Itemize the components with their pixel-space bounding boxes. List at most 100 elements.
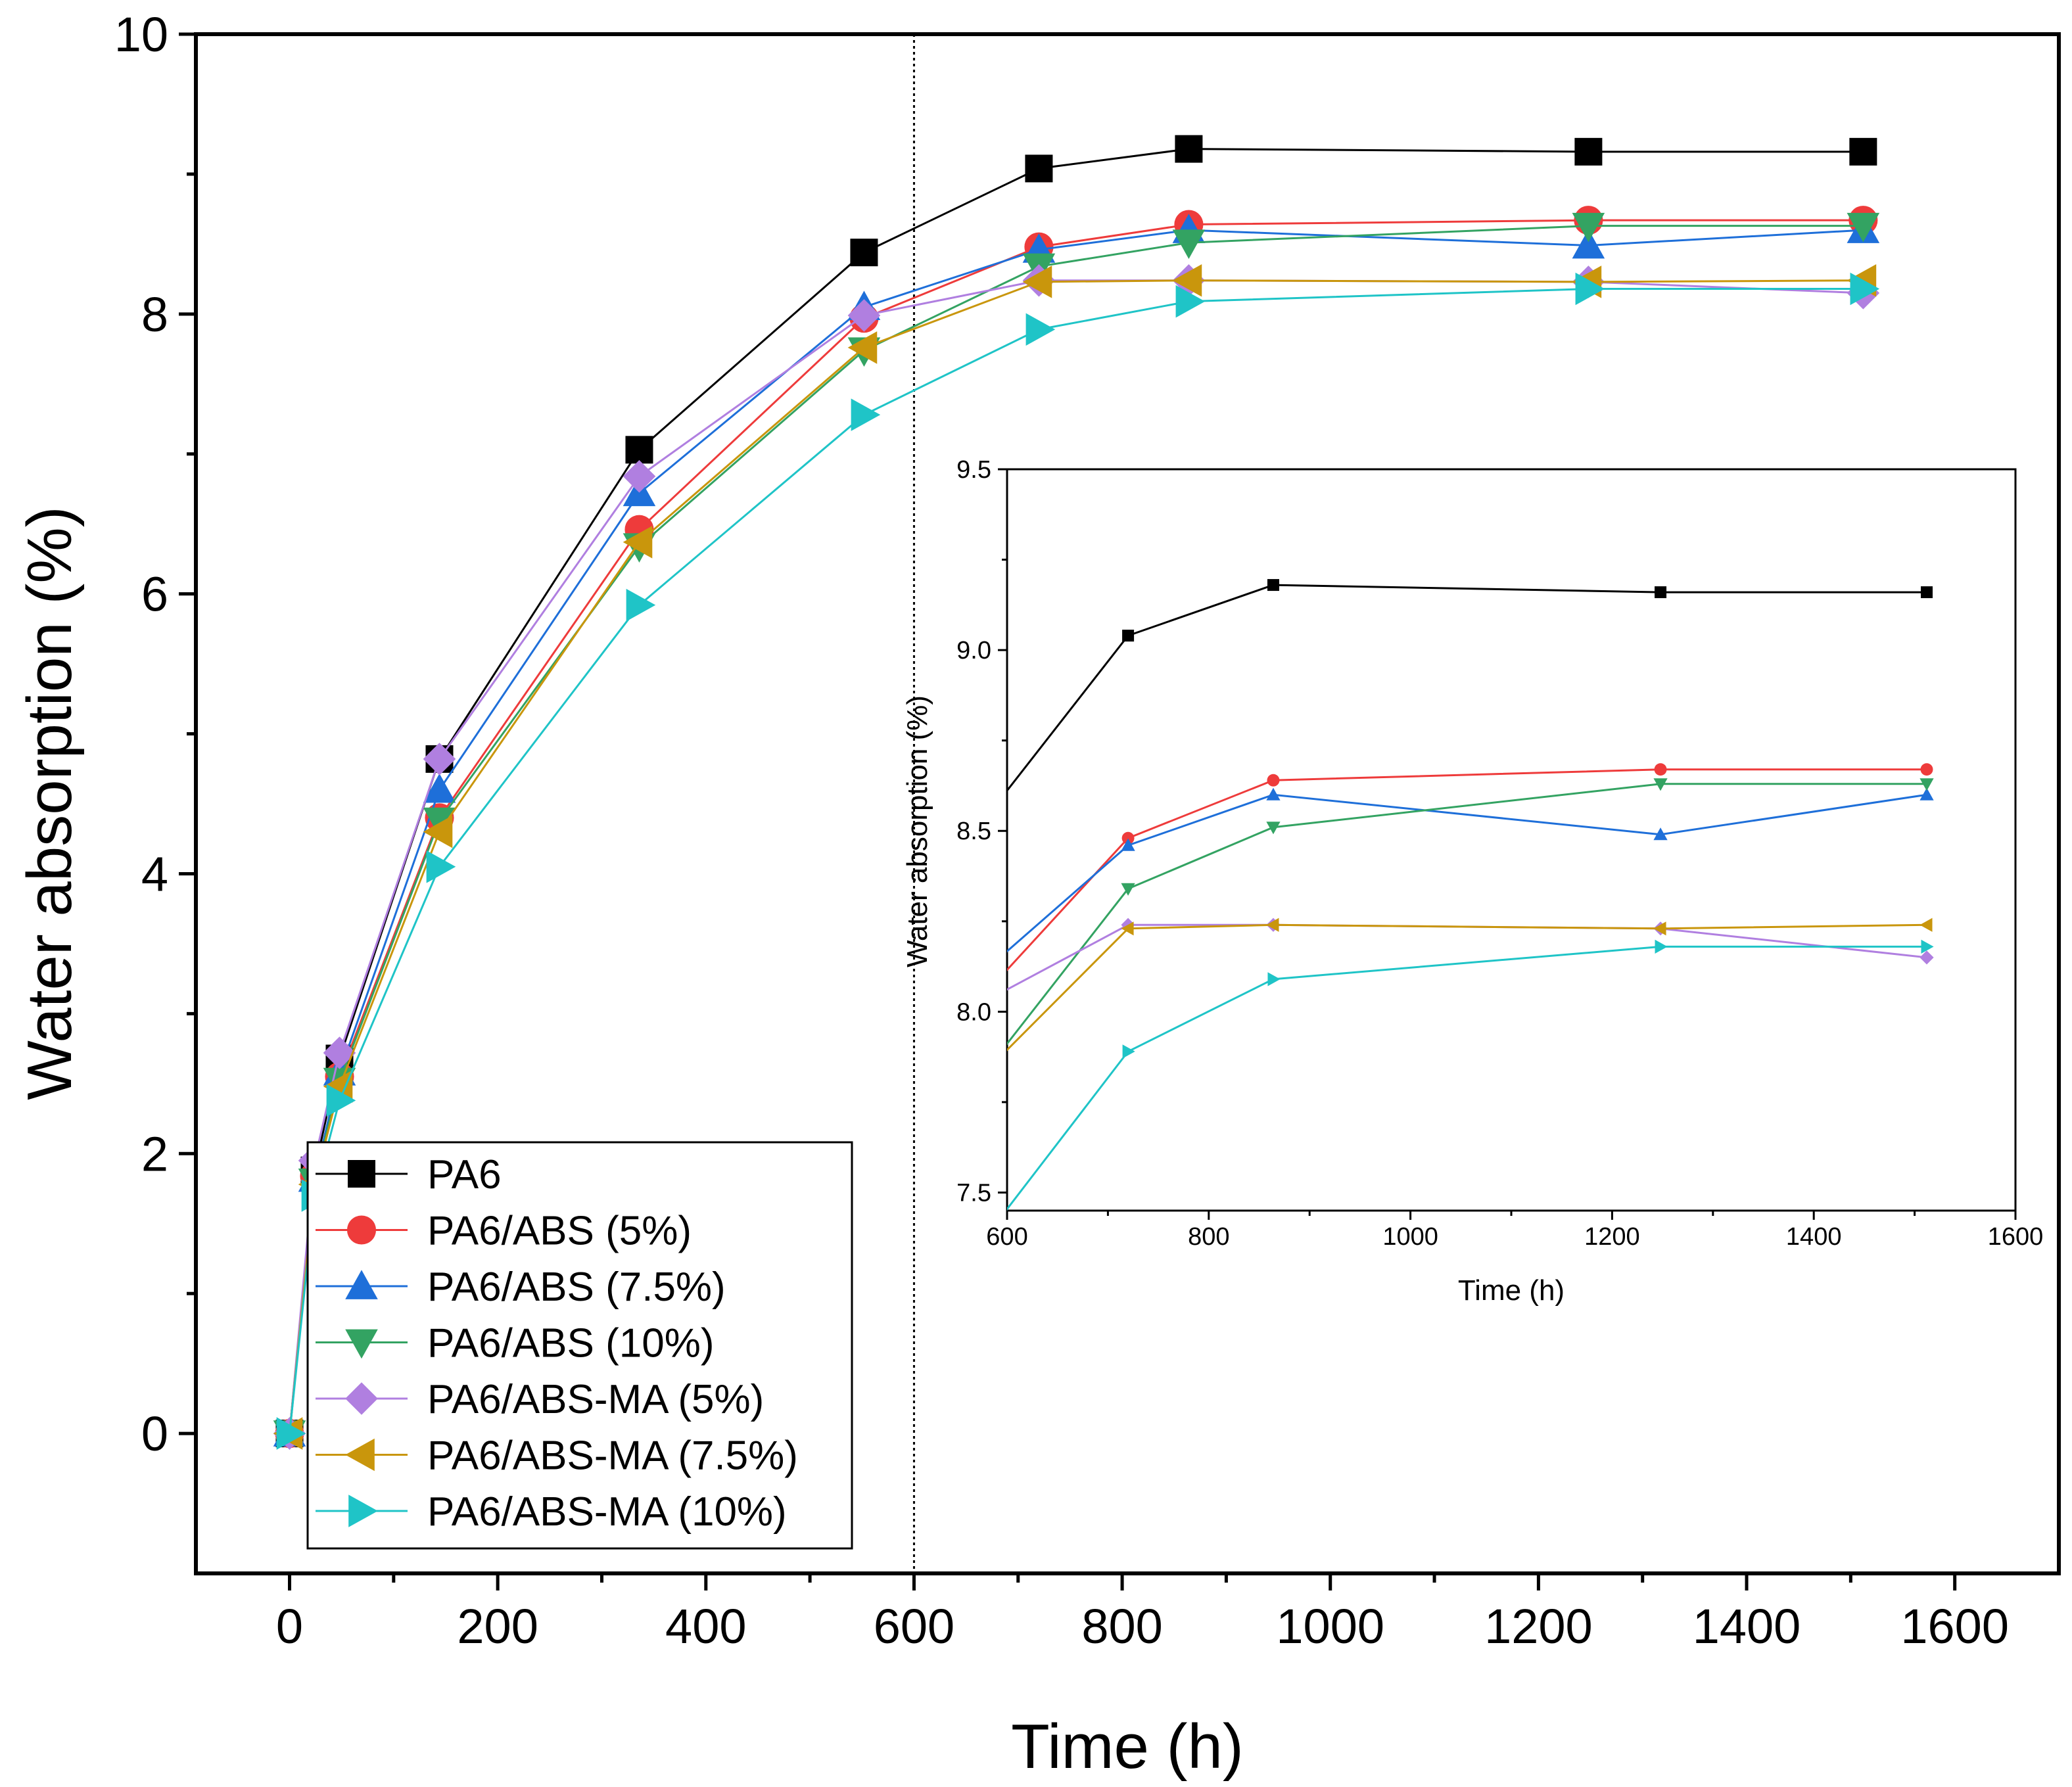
x-tick-label: 1200 [1584, 1223, 1640, 1251]
y-tick-label: 8 [141, 287, 168, 342]
data-point [1172, 264, 1202, 297]
y-tick-label: 2 [141, 1126, 168, 1181]
series-pa6-abs-ma-7-5 [1007, 917, 1933, 1052]
data-point [851, 398, 881, 431]
inset-plot-frame [1006, 468, 2017, 1212]
data-point [423, 815, 453, 848]
series-pa6-abs-5 [1007, 763, 1933, 971]
data-point [426, 850, 456, 883]
x-tick-label: 1400 [1786, 1223, 1842, 1251]
data-point [1267, 774, 1280, 787]
data-point [1266, 822, 1281, 835]
data-point [1572, 229, 1605, 259]
data-point [1653, 921, 1666, 936]
data-point [1022, 266, 1052, 298]
x-tick-label: 400 [665, 1599, 746, 1654]
x-tick-label: 1000 [1382, 1223, 1438, 1251]
data-point [1654, 763, 1667, 776]
data-point [1574, 137, 1603, 166]
data-point [1919, 787, 1934, 801]
legend-marker [346, 1215, 377, 1245]
y-tick-label: 10 [114, 7, 168, 62]
x-tick-label: 600 [986, 1223, 1027, 1251]
data-point [1266, 917, 1279, 932]
data-point [423, 807, 456, 837]
y-tick-label: 8.5 [956, 818, 991, 845]
legend-label: PA6 [427, 1152, 502, 1197]
data-point [1025, 313, 1056, 346]
data-point [1849, 137, 1877, 166]
x-tick-label: 1600 [1988, 1223, 2044, 1251]
data-point [847, 299, 881, 332]
y-tick-label: 0 [141, 1406, 168, 1461]
data-point [1175, 285, 1206, 318]
x-tick-label: 0 [276, 1599, 303, 1654]
legend-label: PA6/ABS (10%) [427, 1321, 714, 1366]
data-point [1121, 921, 1134, 936]
series-line [288, 225, 1864, 1434]
legend-item: PA6/ABS (10%) [316, 1321, 714, 1366]
data-point [1025, 154, 1053, 183]
data-point [953, 1265, 966, 1279]
series-pa6 [1007, 579, 1933, 793]
legend-marker [345, 1438, 375, 1472]
x-tick-label: 800 [1081, 1599, 1162, 1654]
legend-label: PA6/ABS-MA (10%) [427, 1489, 787, 1535]
main-y-axis-label: Water absorption (%) [14, 506, 85, 1100]
data-point [1121, 838, 1135, 851]
data-point [276, 1417, 306, 1450]
data-point [1267, 972, 1281, 986]
legend-label: PA6/ABS (5%) [427, 1209, 692, 1254]
y-tick-label: 7.5 [956, 1179, 991, 1207]
legend: PA6 PA6/ABS (5%) PA6/ABS (7.5%) PA6/ABS (10… [306, 1141, 853, 1550]
series-line [288, 229, 1864, 1434]
main-plot-frame [194, 32, 2061, 1575]
main-series-group [273, 135, 1880, 1450]
data-point [1122, 630, 1135, 642]
legend-marker [345, 1382, 378, 1415]
data-point [1850, 272, 1880, 306]
x-tick-label: 1600 [1900, 1599, 2009, 1654]
data-point [1921, 939, 1934, 954]
legend-item: PA6/ABS (5%) [316, 1209, 692, 1254]
inset-axis-ticks: 600 800 1000 1200 1400 1600 7.5 8.0 8.5 9.0 9.5 [956, 456, 2043, 1251]
x-tick-label: 1200 [1484, 1599, 1593, 1654]
data-point [626, 588, 656, 622]
x-tick-label: 600 [874, 1599, 954, 1654]
inset-x-axis-label: Time (h) [1458, 1274, 1565, 1307]
data-point [1919, 917, 1933, 932]
data-point [1121, 831, 1135, 845]
data-point [326, 1084, 356, 1117]
data-point [847, 331, 878, 364]
legend-marker [345, 1329, 378, 1359]
y-tick-label: 9.0 [956, 637, 991, 664]
legend-box [306, 1141, 853, 1550]
x-tick-label: 800 [1188, 1223, 1229, 1251]
legend-item: PA6/ABS-MA (5%) [316, 1377, 764, 1422]
legend-item: PA6/ABS-MA (7.5%) [316, 1433, 798, 1479]
data-point [1267, 579, 1279, 592]
series-pa6-abs-10 [1007, 778, 1934, 1046]
y-tick-label: 9.5 [956, 456, 991, 484]
y-tick-label: 6 [141, 567, 168, 622]
data-point [1172, 229, 1206, 260]
legend-marker [345, 1270, 378, 1299]
legend-label: PA6/ABS (7.5%) [427, 1265, 726, 1310]
data-point [1653, 778, 1668, 791]
data-point [1266, 787, 1281, 801]
x-tick-label: 1400 [1693, 1599, 1801, 1654]
data-point [1575, 272, 1605, 306]
legend-marker [348, 1160, 375, 1188]
x-tick-label: 200 [457, 1599, 538, 1654]
data-point [1847, 212, 1880, 243]
data-point [1919, 950, 1934, 965]
data-point [1122, 1044, 1135, 1059]
legend-label: PA6/ABS-MA (7.5%) [427, 1433, 798, 1479]
data-point [623, 526, 653, 559]
data-point [625, 436, 653, 464]
series-pa6-abs-ma-10 [953, 939, 1934, 1279]
data-point [1653, 827, 1668, 841]
data-point [850, 239, 878, 267]
legend-item: PA6/ABS-MA (10%) [316, 1489, 787, 1535]
